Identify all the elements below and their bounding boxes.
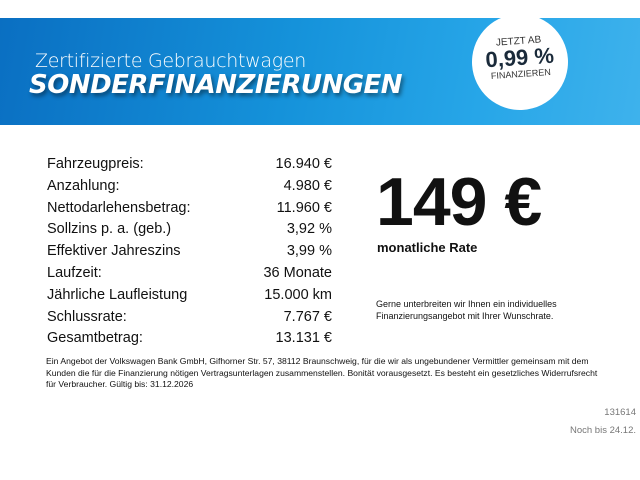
banner-title: SONDERFINANZIERUNGEN (29, 70, 403, 100)
detail-label: Nettodarlehensbetrag: (47, 199, 191, 216)
detail-value: 16.940 € (275, 156, 332, 172)
detail-value: 4.980 € (283, 177, 332, 194)
detail-row: Jährliche Laufleistung 15.000 km (47, 285, 332, 307)
detail-row: Laufzeit: 36 Monate (47, 263, 332, 285)
detail-value: 3,92 % (286, 221, 332, 238)
monthly-rate-label: monatliche Rate (377, 240, 478, 255)
detail-row: Gesamtbetrag: 13.131 € (47, 328, 332, 350)
detail-label: Jährliche Laufleistung (47, 286, 188, 303)
financing-details: Fahrzeugpreis: 16.940 € Anzahlung: 4.980 €… (47, 154, 332, 350)
detail-row: Nettodarlehensbetrag: 11.960 € (47, 198, 332, 220)
detail-value: 3,99 % (286, 243, 332, 260)
offer-note: Gerne unterbreiten wir Ihnen ein individ… (376, 299, 557, 321)
detail-label: Laufzeit: (47, 264, 102, 281)
detail-row: Fahrzeugpreis: 16.940 € (47, 154, 332, 176)
detail-value: 13.131 € (275, 330, 332, 347)
detail-value: 11.960 € (276, 199, 332, 216)
detail-label: Sollzins p. a. (geb.) (47, 221, 172, 238)
detail-label: Effektiver Jahreszins (47, 243, 181, 260)
valid-until: Noch bis 24.12. (569, 425, 636, 436)
detail-row: Schlussrate: 7.767 € (47, 307, 332, 329)
detail-row: Sollzins p. a. (geb.) 3,92 % (47, 219, 332, 241)
detail-row: Effektiver Jahreszins 3,99 % (47, 241, 332, 263)
banner-subtitle: Zertifizierte Gebrauchtwagen (35, 50, 306, 72)
monthly-price: 149 € (376, 164, 542, 240)
detail-label: Anzahlung: (47, 177, 120, 194)
detail-value: 7.767 € (283, 308, 332, 325)
detail-row: Anzahlung: 4.980 € (47, 176, 332, 198)
detail-value: 36 Monate (263, 264, 332, 281)
legal-disclaimer: Ein Angebot der Volkswagen Bank GmbH, Gi… (46, 356, 598, 389)
detail-label: Fahrzeugpreis: (47, 156, 144, 172)
offer-code: 131614 (604, 407, 636, 418)
detail-label: Schlussrate: (47, 308, 127, 325)
detail-label: Gesamtbetrag: (47, 330, 143, 347)
detail-value: 15.000 km (264, 286, 332, 303)
